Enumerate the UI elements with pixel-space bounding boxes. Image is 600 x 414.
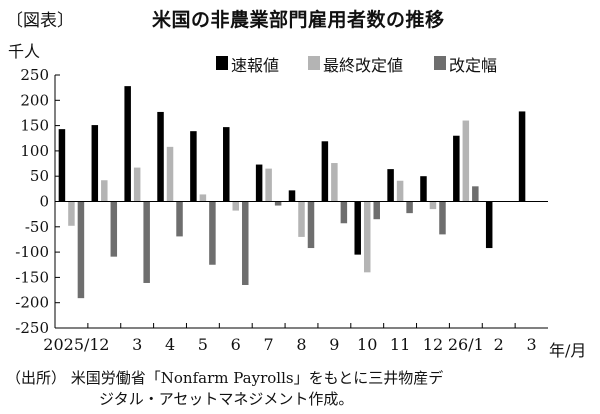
bar-series-0-cat-6 [255, 164, 263, 202]
bar-series-2-cat-3 [176, 201, 183, 237]
bar-series-2-cat-4 [209, 201, 216, 265]
x-tick-label-12: 26/1 [448, 335, 484, 354]
legend-label-1: 最終改定値 [323, 56, 404, 75]
y-axis-unit: 千人 [8, 42, 41, 61]
bar-series-0-cat-4 [190, 131, 197, 202]
x-tick-label-8: 9 [329, 335, 339, 354]
bar-series-2-cat-6 [274, 201, 282, 206]
bar-series-1-cat-3 [166, 146, 174, 202]
bar-series-2-cat-1 [110, 201, 118, 257]
source-line-2: ジタル・アセットマネジメント作成。 [99, 390, 354, 408]
y-tick-label-4: 50 [30, 167, 49, 185]
legend-swatch-0 [216, 56, 228, 70]
legend-swatch-1 [308, 56, 320, 70]
bar-series-0-cat-11 [420, 176, 427, 202]
x-tick-label-0: 2025/1 [43, 335, 99, 354]
bar-series-1-cat-4 [199, 194, 207, 202]
bar-series-0-cat-7 [288, 190, 296, 202]
y-tick-label-1: 200 [20, 91, 49, 109]
y-tick-label-3: 100 [20, 142, 49, 160]
bar-series-2-cat-10 [406, 201, 413, 214]
bar-series-0-cat-3 [157, 111, 164, 202]
bar-series-2-cat-7 [307, 201, 315, 249]
x-tick-label-3: 4 [165, 335, 175, 354]
bar-series-1-cat-5 [232, 201, 240, 211]
bar-series-1-cat-10 [396, 180, 404, 202]
bar-series-2-cat-0 [77, 201, 85, 299]
figure-label: 〔図表〕 [6, 11, 74, 31]
bar-series-0-cat-8 [321, 141, 329, 202]
x-tick-label-2: 3 [132, 335, 142, 354]
x-tick-label-10: 11 [390, 335, 410, 354]
source-note: （出所） 米国労働省「Nonfarm Payrolls」をもとに三井物産デ ジタ… [6, 368, 443, 410]
bar-series-1-cat-11 [429, 201, 437, 210]
bar-series-0-cat-12 [453, 135, 460, 202]
y-tick-label-9: -200 [15, 294, 49, 312]
bar-series-2-cat-12 [472, 186, 479, 202]
bar-series-0-cat-9 [354, 201, 361, 255]
y-tick-label-8: -150 [15, 268, 49, 286]
x-tick-label-7: 8 [296, 335, 306, 354]
bar-series-0-cat-0 [58, 129, 66, 202]
bar-series-1-cat-2 [133, 167, 141, 202]
x-tick-label-9: 10 [357, 335, 377, 354]
bar-series-0-cat-2 [124, 86, 131, 202]
source-line-1: （出所） 米国労働省「Nonfarm Payrolls」をもとに三井物産デ [6, 369, 444, 387]
bar-series-0-cat-14 [518, 111, 526, 202]
x-tick-label-4: 5 [198, 335, 208, 354]
y-tick-label-7: -100 [15, 243, 49, 261]
x-axis-unit: 年/月 [549, 341, 587, 360]
bar-series-1-cat-12 [462, 120, 470, 202]
legend-label-0: 速報値 [231, 56, 280, 75]
bar-series-1-cat-8 [331, 163, 338, 202]
bar-series-2-cat-5 [242, 201, 249, 285]
y-tick-label-5: 0 [39, 193, 49, 211]
y-tick-label-2: 150 [20, 117, 49, 135]
x-tick-label-11: 12 [423, 335, 443, 354]
chart-title: 米国の非農業部門雇用者数の推移 [152, 9, 445, 31]
bar-series-1-cat-0 [68, 201, 75, 226]
bar-series-2-cat-9 [373, 201, 380, 220]
y-tick-label-0: 250 [20, 66, 49, 84]
bar-series-1-cat-9 [363, 201, 371, 273]
legend-label-2: 改定幅 [449, 56, 498, 75]
bar-series-2-cat-8 [340, 201, 348, 224]
x-tick-label-13: 2 [494, 335, 504, 354]
x-tick-label-5: 6 [231, 335, 241, 354]
x-tick-label-1: 2 [99, 335, 109, 354]
x-tick-label-6: 7 [264, 335, 274, 354]
bar-series-1-cat-7 [298, 201, 305, 237]
legend-swatch-2 [434, 56, 446, 70]
bar-series-0-cat-13 [485, 201, 493, 249]
bar-series-0-cat-1 [91, 125, 99, 202]
bar-series-1-cat-6 [265, 168, 272, 202]
bar-series-0-cat-5 [223, 127, 230, 202]
y-tick-label-10: -250 [15, 319, 49, 337]
x-tick-label-14: 3 [526, 335, 536, 354]
bar-series-2-cat-2 [143, 201, 150, 283]
bar-series-1-cat-1 [101, 180, 108, 202]
y-tick-label-6: -50 [25, 218, 49, 236]
bar-series-0-cat-10 [387, 169, 394, 202]
bar-series-2-cat-11 [439, 201, 446, 235]
